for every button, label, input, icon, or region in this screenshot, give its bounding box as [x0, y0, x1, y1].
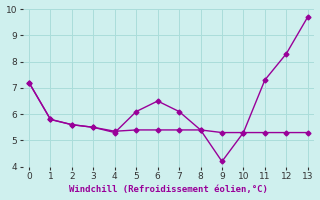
X-axis label: Windchill (Refroidissement éolien,°C): Windchill (Refroidissement éolien,°C): [69, 185, 268, 194]
